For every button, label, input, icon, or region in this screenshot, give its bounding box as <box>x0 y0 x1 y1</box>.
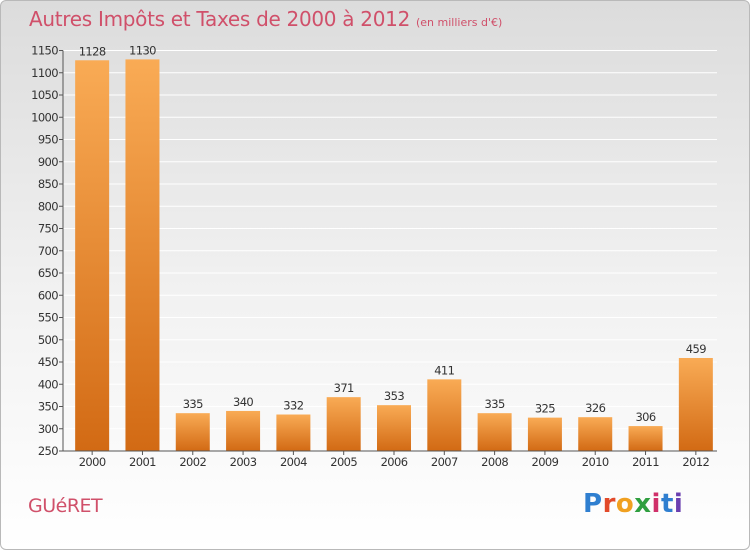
data-label-2000: 1128 <box>79 44 106 58</box>
y-tick-label-550: 550 <box>38 311 58 325</box>
data-label-2011: 306 <box>635 410 655 424</box>
bars <box>75 59 713 452</box>
data-label-2004: 332 <box>283 399 303 413</box>
place-name: GUéRET <box>28 495 103 517</box>
y-tick-label-300: 300 <box>38 422 58 436</box>
bar-2000 <box>75 60 110 451</box>
data-label-2007: 411 <box>434 363 454 377</box>
data-label-2008: 335 <box>485 397 505 411</box>
bar-2001 <box>125 59 160 452</box>
bar-2006 <box>377 405 411 451</box>
logo-letter: r <box>602 489 616 519</box>
data-label-2003: 340 <box>233 395 253 409</box>
logo-letter: o <box>615 489 635 519</box>
y-tick-label-500: 500 <box>38 333 58 347</box>
data-label-2001: 1130 <box>129 43 156 57</box>
x-tick-label-2003: 2003 <box>230 455 257 469</box>
y-tick-label-400: 400 <box>38 377 58 391</box>
bar-2011 <box>628 426 663 451</box>
x-tick-label-2007: 2007 <box>431 455 458 469</box>
data-label-2006: 353 <box>384 389 404 403</box>
y-tick-label-850: 850 <box>38 177 58 191</box>
y-tick-label-750: 750 <box>38 222 58 236</box>
data-label-2002: 335 <box>183 397 203 411</box>
y-tick-label-450: 450 <box>38 355 58 369</box>
bar-2002 <box>175 413 210 451</box>
x-tick-label-2009: 2009 <box>531 455 558 469</box>
bar-2005 <box>326 397 361 451</box>
y-tick-label-700: 700 <box>38 244 58 258</box>
data-label-2012: 459 <box>686 342 706 356</box>
bar-2004 <box>276 414 311 451</box>
logo-letter: i <box>651 489 661 519</box>
y-tick-label-250: 250 <box>38 444 58 458</box>
x-tick-label-2005: 2005 <box>330 455 357 469</box>
y-tick-label-950: 950 <box>38 133 58 147</box>
y-axis: 250 300 350 400 450 500 550 600 650 700 750 800 850 9… <box>31 44 64 458</box>
logo-letter: t <box>660 489 674 519</box>
x-tick-label-2001: 2001 <box>129 455 156 469</box>
y-tick-label-1000: 1000 <box>31 110 58 124</box>
data-label-2009: 325 <box>535 402 555 416</box>
bar-2003 <box>226 410 261 451</box>
proxiti-logo[interactable]: Proxiti <box>583 489 683 519</box>
x-tick-label-2008: 2008 <box>481 455 508 469</box>
data-label-2005: 371 <box>334 381 354 395</box>
x-tick-label-2002: 2002 <box>179 455 206 469</box>
x-tick-label-2012: 2012 <box>682 455 709 469</box>
y-tick-label-800: 800 <box>38 199 58 213</box>
bar-2009 <box>527 417 562 451</box>
chart-title-text: Autres Impôts et Taxes de 2000 à 2012 <box>29 7 410 31</box>
logo-letter: P <box>583 489 603 519</box>
data-labels: 1128 1130 335 340 332 371 353 411 335 325 326 306 45… <box>79 43 707 424</box>
bar-2008 <box>477 413 512 451</box>
x-tick-label-2011: 2011 <box>632 455 659 469</box>
bar-2012 <box>678 357 713 451</box>
y-tick-label-1100: 1100 <box>31 66 58 80</box>
y-tick-label-1050: 1050 <box>31 88 58 102</box>
bar-2007 <box>427 379 462 451</box>
y-tick-label-600: 600 <box>38 288 58 302</box>
y-tick-label-1150: 1150 <box>31 44 58 58</box>
x-tick-label-2000: 2000 <box>79 455 106 469</box>
chart-unit-subtitle: (en milliers d'€) <box>416 16 503 29</box>
x-tick-label-2006: 2006 <box>381 455 408 469</box>
chart-title: Autres Impôts et Taxes de 2000 à 2012 (en… <box>29 7 502 31</box>
x-tick-label-2004: 2004 <box>280 455 307 469</box>
y-tick-label-350: 350 <box>38 400 58 414</box>
x-axis: 2000 2001 2002 2003 2004 2005 2006 2007 2008 2009… <box>63 450 717 469</box>
logo-letter: x <box>634 489 652 519</box>
data-label-2010: 326 <box>585 401 605 415</box>
y-tick-label-650: 650 <box>38 266 58 280</box>
x-tick-label-2010: 2010 <box>582 455 609 469</box>
logo-letter: i <box>673 489 684 519</box>
y-tick-label-900: 900 <box>38 155 58 169</box>
bar-2010 <box>578 417 613 451</box>
